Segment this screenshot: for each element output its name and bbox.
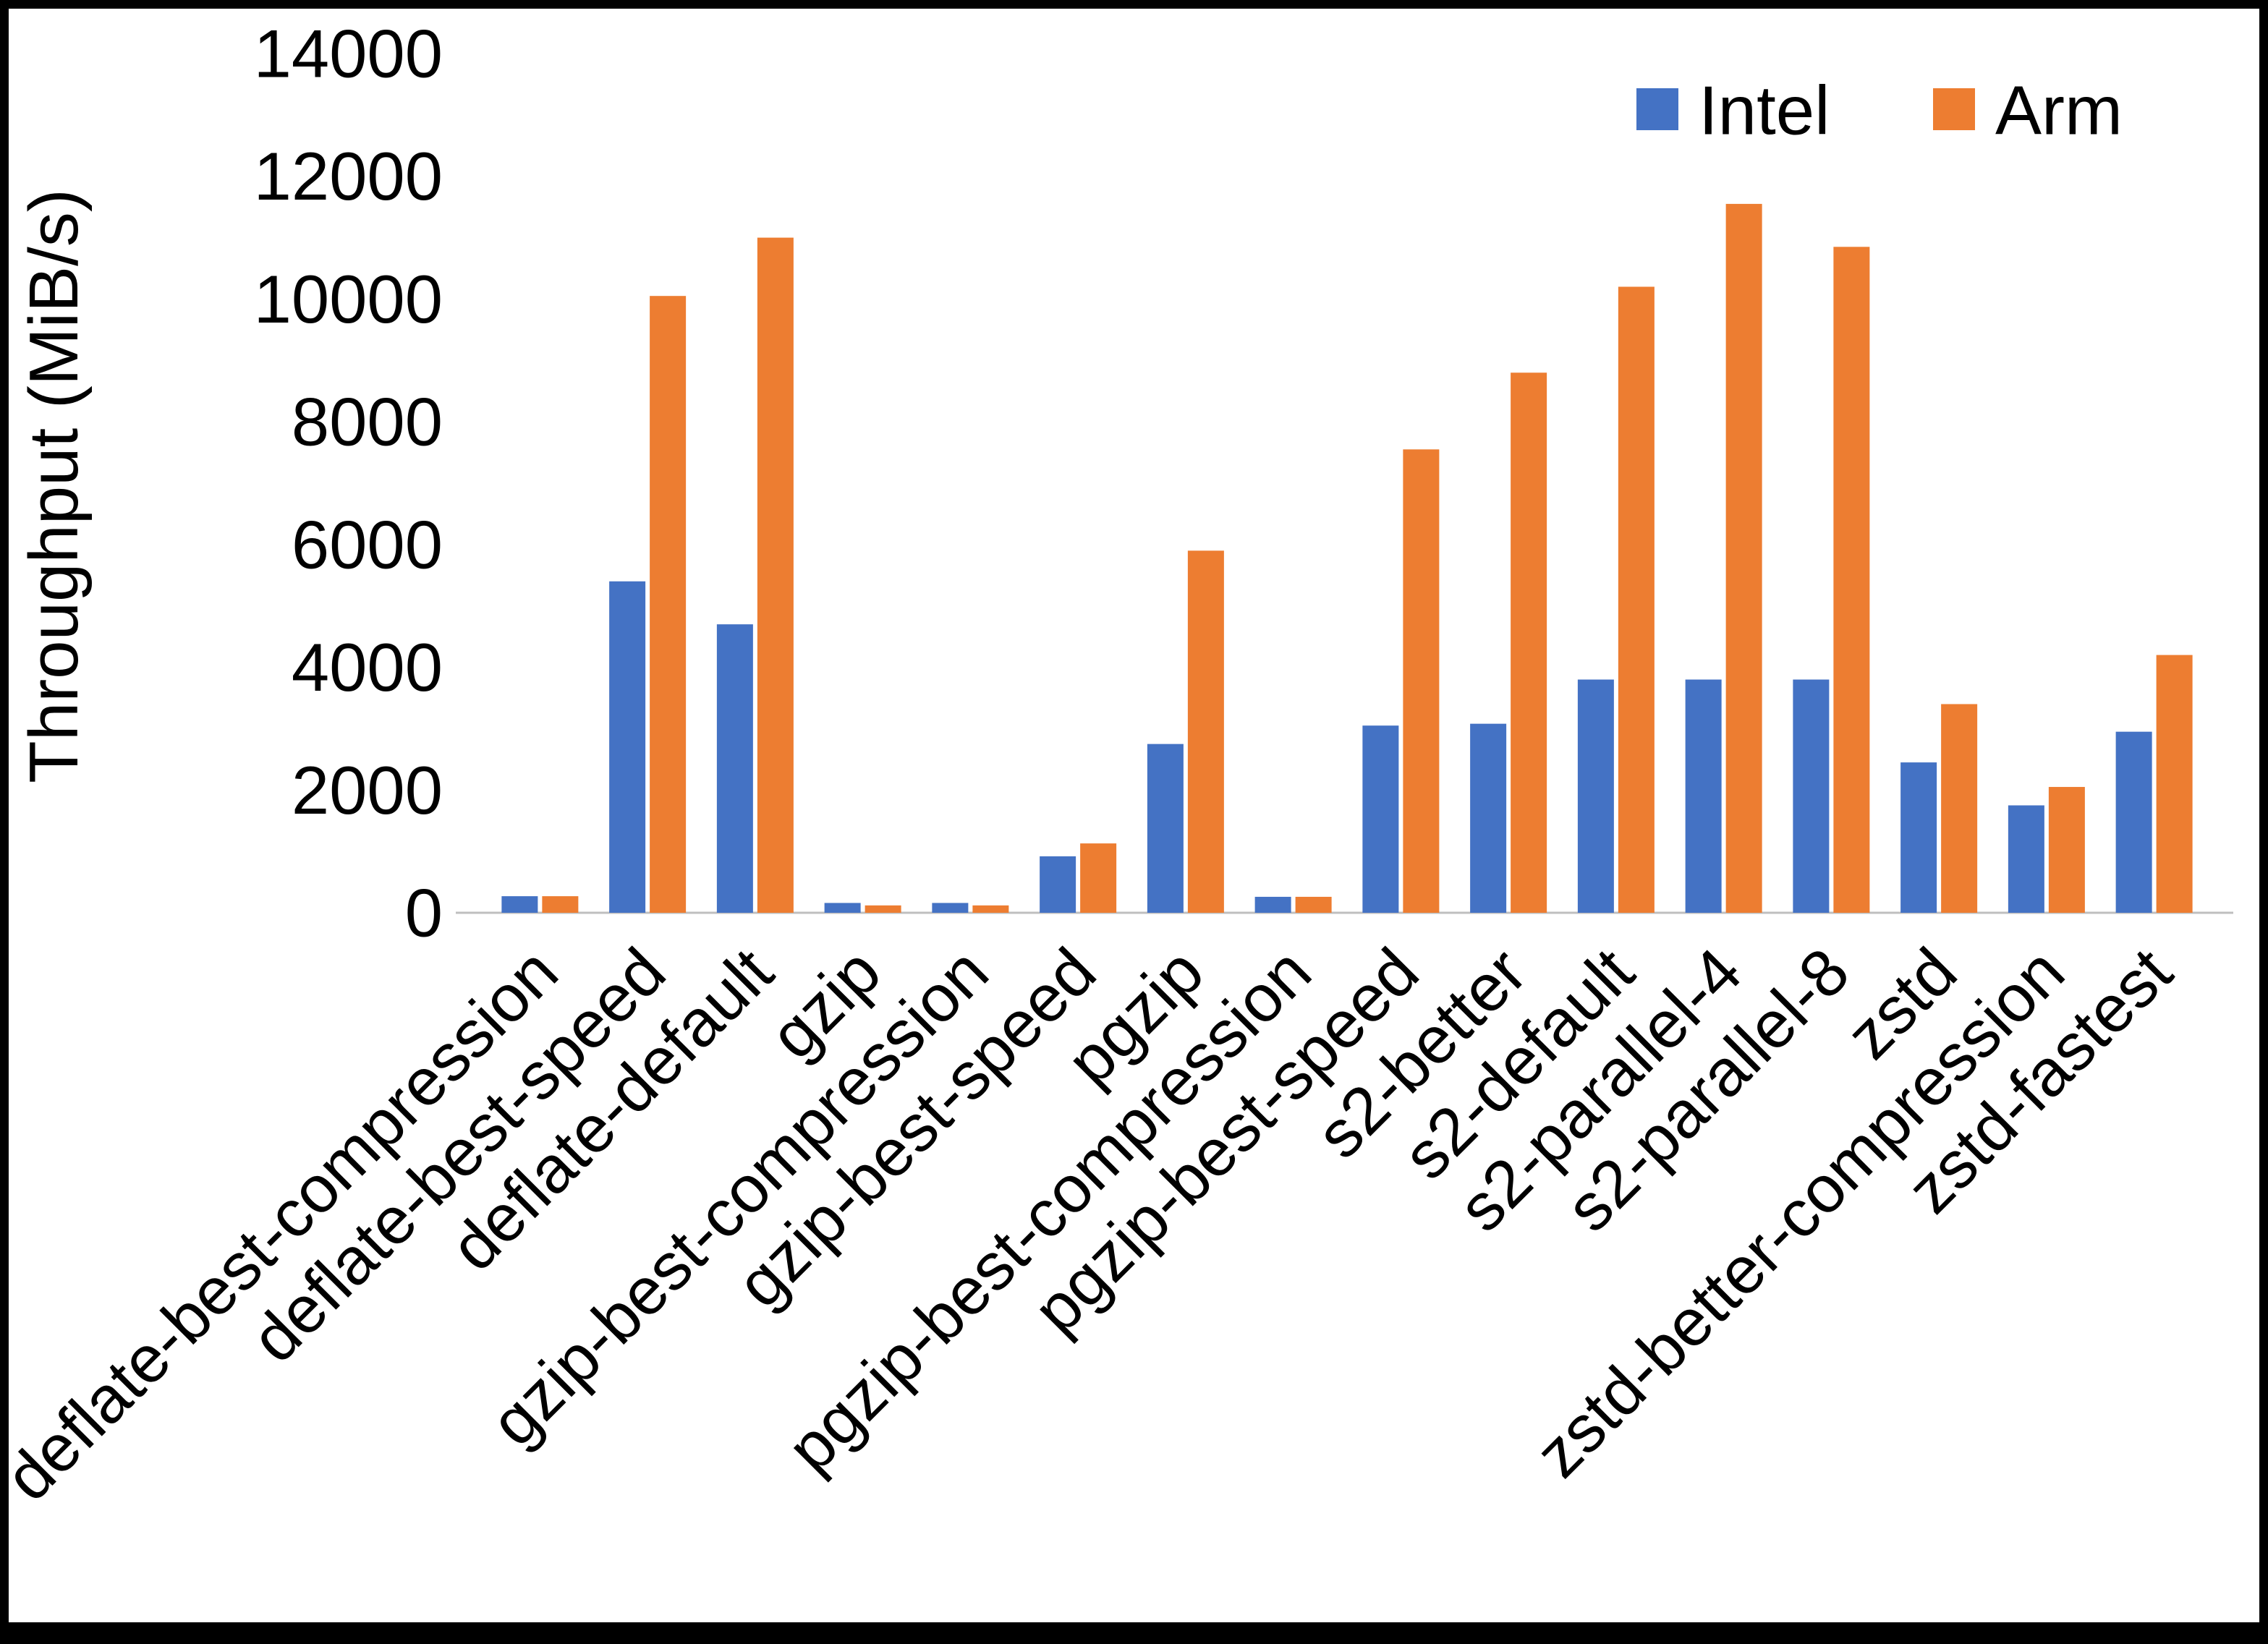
bar-arm-zstd (1941, 704, 1978, 913)
y-tick-label: 0 (405, 875, 443, 951)
bar-intel-pgzip-best-compression (1254, 896, 1291, 913)
bar-arm-pgzip-best-compression (1295, 896, 1332, 913)
bar-arm-zstd-better-compression (2048, 787, 2085, 913)
bar-arm-pgzip (1187, 550, 1224, 913)
bar-arm-deflate-default (757, 237, 794, 913)
bar-intel-zstd (1900, 762, 1937, 913)
legend-label-intel: Intel (1699, 72, 1830, 150)
y-axis-title: Throughput (MiB/s) (15, 189, 93, 783)
y-tick-label: 10000 (254, 261, 443, 337)
bar-intel-s2-default (1577, 679, 1614, 913)
legend-label-arm: Arm (1995, 72, 2123, 150)
bar-intel-deflate-default (716, 624, 753, 913)
bar-intel-zstd-fastest (2115, 731, 2152, 913)
y-tick-label: 4000 (292, 629, 443, 705)
bar-intel-deflate-best-speed (609, 581, 646, 913)
bar-intel-s2-better (1470, 723, 1507, 913)
legend-swatch-intel-icon (1636, 88, 1678, 130)
bar-arm-pgzip-best-speed (1403, 449, 1440, 913)
bar-intel-s2-parallel-4 (1685, 679, 1722, 913)
bar-intel-gzip (824, 903, 861, 913)
plot-area: 02000400060008000100001200014000deflate-… (9, 16, 2233, 1515)
legend-item-arm: Arm (1933, 72, 2123, 150)
bar-chart: Throughput (MiB/s) Intel Arm 0 2000 4000 60… (9, 16, 2233, 1515)
bar-arm-s2-parallel-4 (1725, 203, 1762, 913)
bar-intel-pgzip-best-speed (1362, 725, 1399, 913)
bar-arm-gzip (865, 905, 901, 913)
bar-arm-s2-parallel-8 (1833, 247, 1870, 913)
y-tick-label: 6000 (292, 506, 443, 582)
bar-arm-deflate-best-compression (542, 896, 579, 913)
bar-arm-zstd-fastest (2156, 655, 2193, 913)
legend-swatch-arm-icon (1933, 88, 1975, 130)
bar-intel-pgzip (1147, 744, 1184, 913)
bar-arm-gzip-best-speed (1080, 843, 1117, 913)
y-tick-label: 14000 (254, 16, 443, 92)
y-tick-label: 2000 (292, 752, 443, 828)
bar-intel-zstd-better-compression (2008, 805, 2044, 913)
bar-intel-gzip-best-compression (932, 903, 969, 913)
bar-arm-deflate-best-speed (650, 296, 687, 913)
bar-intel-s2-parallel-8 (1793, 679, 1830, 913)
bar-intel-deflate-best-compression (501, 896, 538, 913)
bar-arm-gzip-best-compression (972, 905, 1009, 913)
bar-arm-s2-default (1618, 286, 1655, 913)
legend-item-intel: Intel (1636, 72, 1830, 150)
bar-intel-gzip-best-speed (1040, 856, 1076, 913)
legend: Intel Arm (1636, 72, 2123, 150)
y-tick-label: 12000 (254, 138, 443, 214)
bar-arm-s2-better (1511, 372, 1547, 913)
y-tick-label: 8000 (292, 384, 443, 460)
